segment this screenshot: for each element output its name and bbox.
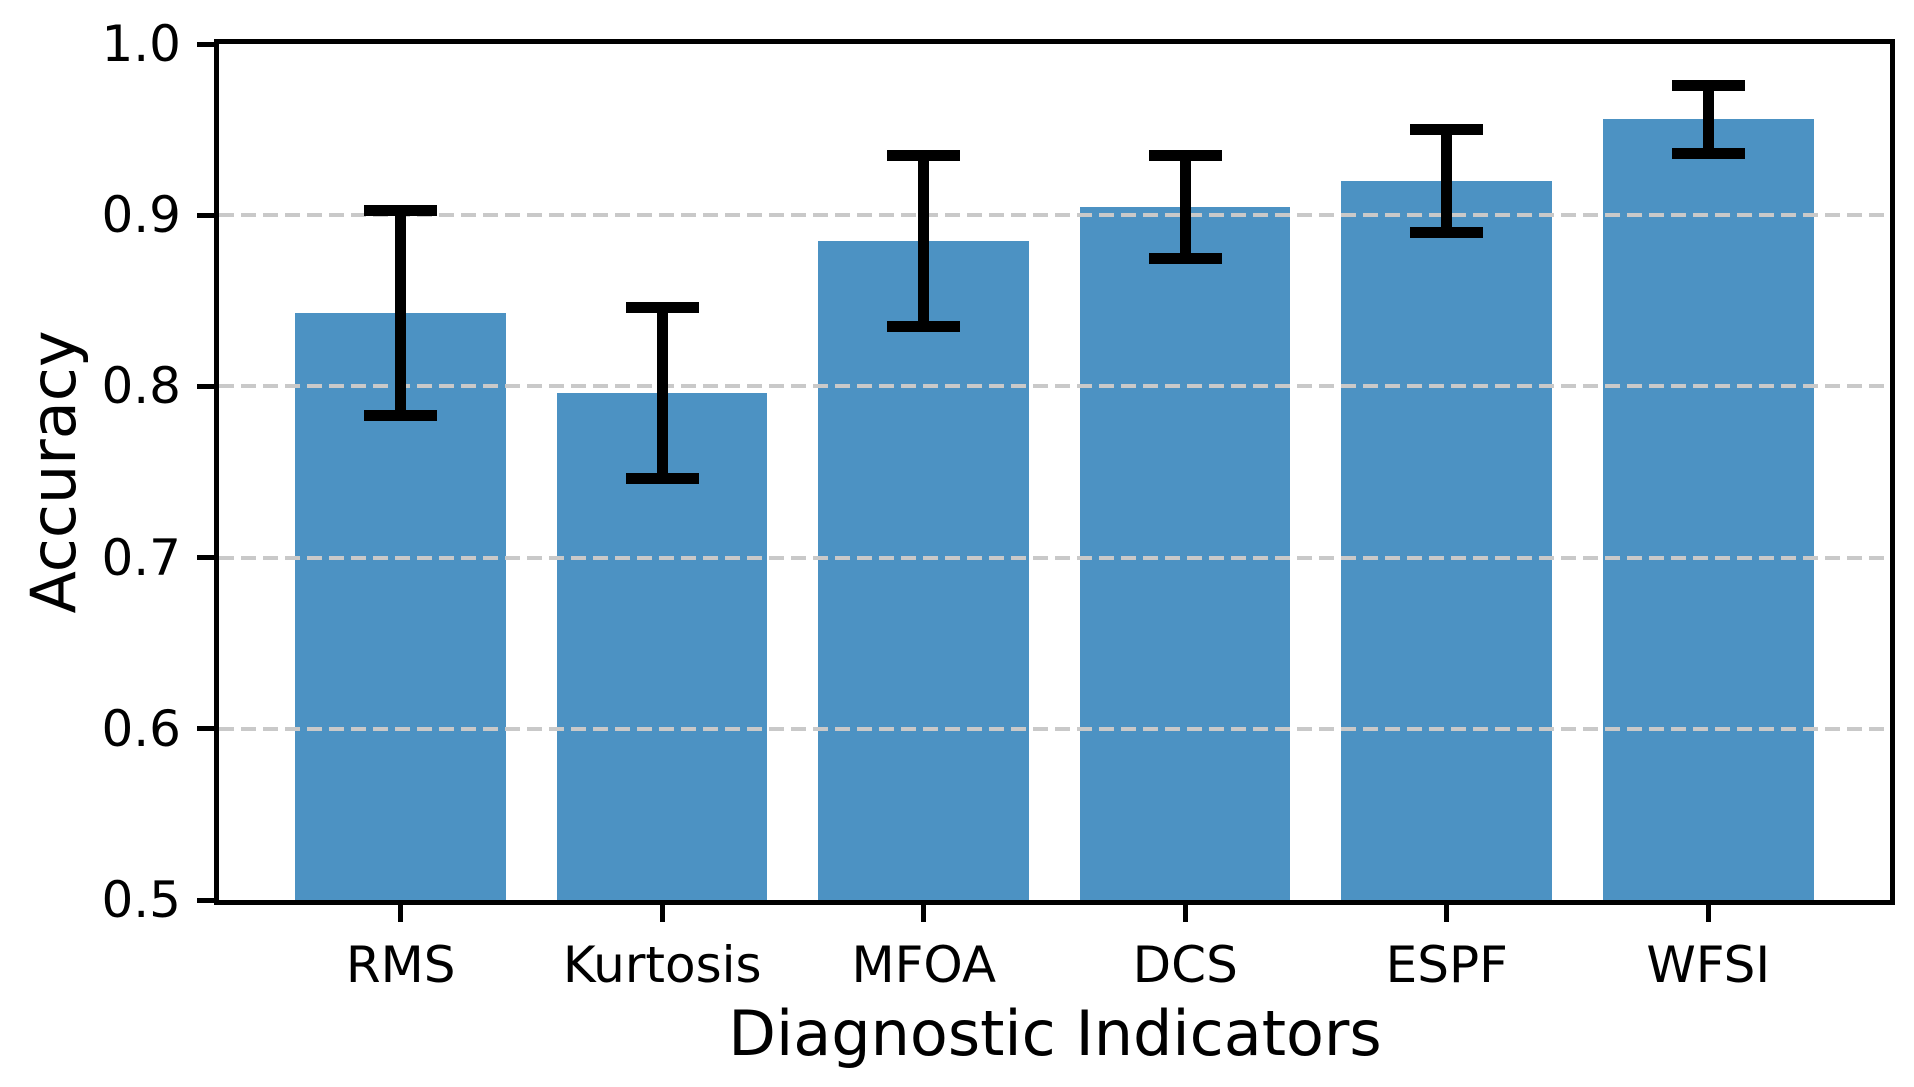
y-tick-label-0.9: 0.9 xyxy=(101,186,181,245)
y-tick-label-0.8: 0.8 xyxy=(101,357,181,416)
error-bar-cap-top-kurtosis xyxy=(625,302,699,314)
error-bar-line-mfoa xyxy=(918,155,930,327)
error-bar-cap-bottom-wfsi xyxy=(1671,148,1745,160)
error-bar-line-espf xyxy=(1441,129,1453,233)
error-bar-cap-top-espf xyxy=(1410,124,1484,136)
y-tick-0.6 xyxy=(197,726,214,732)
gridline-y-0.9 xyxy=(219,213,1890,218)
error-bar-line-rms xyxy=(395,210,407,416)
x-tick-label-wfsi: WFSI xyxy=(1646,936,1771,994)
x-tick-label-dcs: DCS xyxy=(1132,936,1238,994)
bar-mfoa xyxy=(818,240,1029,900)
error-bar-cap-top-rms xyxy=(364,204,438,216)
y-tick-label-0.5: 0.5 xyxy=(101,871,181,929)
error-bar-cap-top-dcs xyxy=(1148,149,1222,161)
error-bar-line-wfsi xyxy=(1702,85,1714,154)
gridline-y-0.8 xyxy=(219,384,1890,389)
plot-area xyxy=(214,39,1895,905)
error-bar-cap-top-wfsi xyxy=(1671,79,1745,91)
y-tick-1.0 xyxy=(197,41,214,47)
error-bar-cap-bottom-mfoa xyxy=(887,320,961,332)
x-tick-wfsi xyxy=(1705,905,1711,922)
error-bar-cap-bottom-rms xyxy=(364,410,438,421)
error-bar-cap-bottom-espf xyxy=(1410,226,1484,238)
x-tick-mfoa xyxy=(921,905,927,922)
y-tick-0.9 xyxy=(197,212,214,218)
x-tick-rms xyxy=(398,905,404,922)
x-tick-espf xyxy=(1444,905,1450,922)
error-bar-cap-top-mfoa xyxy=(887,149,961,161)
gridline-y-0.7 xyxy=(219,555,1890,560)
x-tick-label-espf: ESPF xyxy=(1385,936,1508,994)
error-bar-line-kurtosis xyxy=(656,307,668,479)
gridline-y-0.6 xyxy=(219,726,1890,731)
x-tick-kurtosis xyxy=(659,905,665,922)
y-tick-label-0.6: 0.6 xyxy=(101,699,181,758)
x-axis-title: Diagnostic Indicators xyxy=(728,997,1382,1070)
error-bar-line-dcs xyxy=(1179,155,1191,258)
bar-espf xyxy=(1341,180,1552,900)
y-tick-0.7 xyxy=(197,555,214,561)
x-tick-label-rms: RMS xyxy=(345,936,456,994)
y-tick-label-1.0: 1.0 xyxy=(101,15,181,73)
y-tick-0.8 xyxy=(197,383,214,389)
x-tick-label-kurtosis: Kurtosis xyxy=(562,936,762,994)
bar-dcs xyxy=(1079,206,1291,900)
x-tick-dcs xyxy=(1182,905,1188,922)
x-tick-label-mfoa: MFOA xyxy=(851,936,997,994)
y-tick-0.5 xyxy=(197,897,214,903)
bar-wfsi xyxy=(1603,119,1814,900)
y-tick-label-0.7: 0.7 xyxy=(101,528,181,587)
error-bar-cap-bottom-kurtosis xyxy=(625,473,699,485)
error-bar-cap-bottom-dcs xyxy=(1148,252,1222,264)
